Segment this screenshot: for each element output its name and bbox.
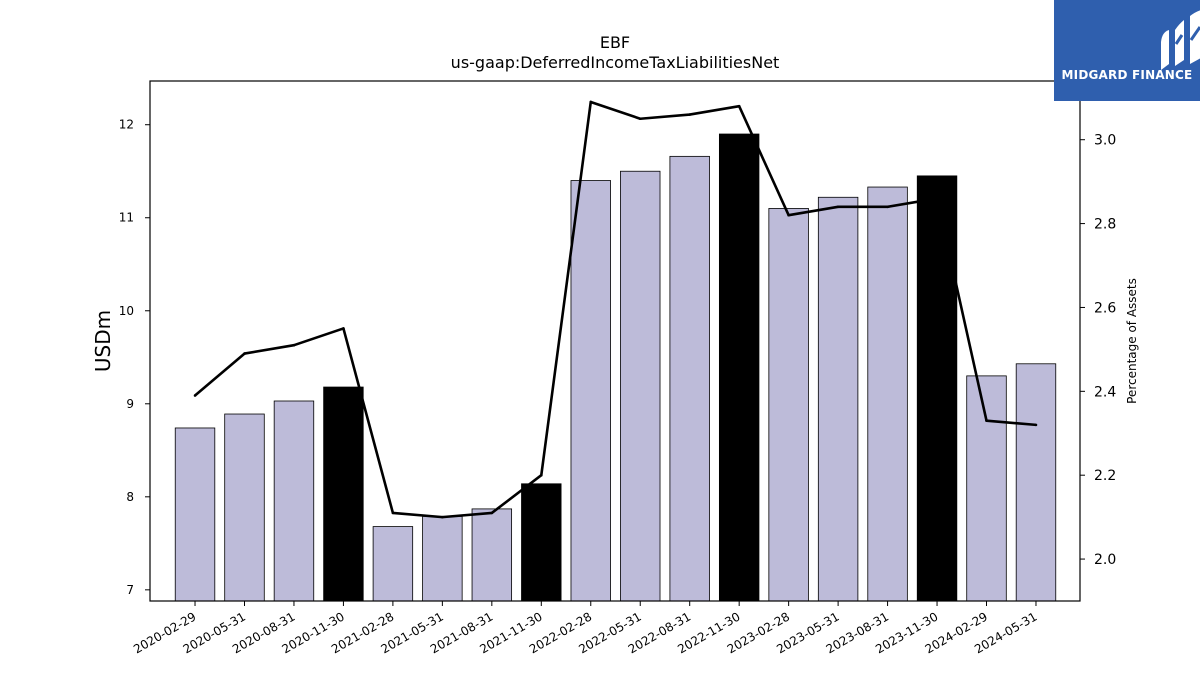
- line-point: [688, 113, 692, 116]
- line-point: [589, 100, 593, 104]
- bar: [224, 413, 265, 602]
- bar: [768, 208, 809, 602]
- bar: [273, 400, 315, 602]
- logo-mark-icon: [1161, 10, 1200, 70]
- y2-tick-label: 2.6: [1094, 300, 1116, 316]
- chart-subtitle: us-gaap:DeferredIncomeTaxLiabilitiesNet: [451, 53, 780, 72]
- line-point: [638, 117, 642, 121]
- line-series: [193, 100, 1038, 519]
- line-point: [243, 352, 246, 355]
- line-point: [787, 213, 790, 217]
- y2-tick-label: 2.8: [1094, 217, 1116, 233]
- line-point: [539, 473, 543, 477]
- y2-tick-label: 2.0: [1094, 552, 1116, 568]
- company-logo: MIDGARD FINANCE: [1054, 0, 1200, 101]
- line-point: [1034, 423, 1038, 427]
- y-tick-label: 7: [126, 583, 134, 597]
- bar: [570, 180, 611, 602]
- line-point: [836, 205, 840, 209]
- left-axis: 7 8 9 10 11 12: [119, 118, 150, 597]
- bar: [422, 515, 463, 602]
- plot-frame: [149, 80, 1081, 602]
- percentage-line: [194, 100, 1037, 519]
- y-tick-label: 10: [119, 304, 134, 318]
- line-point: [985, 419, 988, 422]
- bar: [916, 175, 958, 602]
- y-tick-label: 9: [126, 397, 134, 411]
- line-point: [342, 327, 345, 330]
- line-point: [886, 205, 889, 209]
- line-point: [292, 343, 296, 347]
- bar-series: [174, 133, 1057, 602]
- bar: [669, 155, 710, 602]
- bar: [521, 483, 562, 602]
- y2-tick-label: 2.4: [1094, 384, 1116, 400]
- logo-text: MIDGARD FINANCE: [1061, 68, 1193, 82]
- bar: [817, 196, 859, 602]
- bar: [174, 427, 216, 602]
- y-axis-label: USDm: [91, 310, 115, 372]
- line-point: [737, 104, 741, 108]
- line-point: [441, 515, 444, 519]
- y-tick-label: 8: [126, 490, 134, 504]
- line-point: [935, 197, 939, 200]
- chart-title: EBF: [600, 33, 630, 52]
- y2-tick-label: 3.0: [1094, 133, 1116, 149]
- line-point: [193, 394, 197, 397]
- right-axis: 2.0 2.2 2.4 2.6 2.8 3.0: [1080, 133, 1116, 568]
- y2-axis-label: Percentage of Assets: [1125, 278, 1139, 404]
- x-axis: 2020-02-292020-05-312020-08-312020-11-30…: [131, 601, 1039, 656]
- bar: [1015, 363, 1057, 602]
- bar: [867, 186, 908, 602]
- line-point: [490, 511, 494, 515]
- bar: [323, 386, 364, 602]
- bar: [471, 508, 513, 602]
- bar: [620, 170, 661, 602]
- y-tick-label: 12: [119, 118, 134, 132]
- bar: [966, 375, 1007, 602]
- bar: [718, 133, 760, 602]
- y2-tick-label: 2.2: [1094, 468, 1116, 484]
- bar: [372, 526, 414, 602]
- y-tick-label: 11: [119, 211, 134, 225]
- line-point: [391, 511, 395, 515]
